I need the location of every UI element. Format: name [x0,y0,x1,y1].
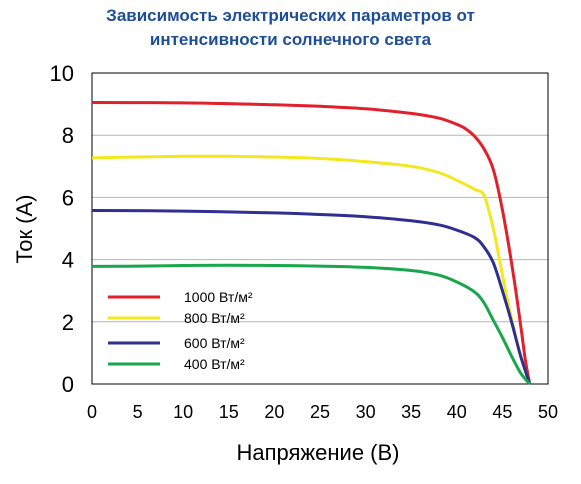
legend-label-1: 800 Вт/м² [184,310,245,326]
series-line-1 [91,154,532,385]
chart-title-line-1: Зависимость электрических параметров от [106,6,475,25]
y-tick-label: 8 [62,123,74,148]
x-tick-label: 5 [133,402,143,422]
x-tick-label: 10 [173,402,193,422]
y-tick-label: 4 [62,248,74,273]
series-line-2 [91,209,532,385]
tick-layer: 0 2 4 6 8 10 0 5 10 15 20 25 30 35 40 45 50 [50,61,559,422]
x-tick-label: 35 [401,402,421,422]
chart-title-line-2: интенсивности солнечного света [149,30,432,49]
y-axis-label: Ток (А) [12,194,37,263]
chart-title: Зависимость электрических параметров от … [0,4,581,52]
x-tick-label: 45 [492,402,512,422]
x-tick-label: 30 [356,402,376,422]
legend: 1000 Вт/м² 800 Вт/м² 600 Вт/м² 400 Вт/м² [108,289,253,372]
x-tick-label: 50 [538,402,558,422]
series-line-0 [91,101,532,385]
legend-label-2: 600 Вт/м² [184,335,245,351]
y-tick-label: 0 [62,372,74,397]
x-tick-label: 15 [219,402,239,422]
legend-label-3: 400 Вт/м² [184,356,245,372]
x-tick-label: 0 [87,402,97,422]
series-layer [91,101,532,386]
series-line-3 [91,263,531,386]
y-tick-label: 2 [62,310,74,335]
plot-frame [91,72,549,385]
x-axis-label: Напряжение (В) [236,440,399,465]
x-tick-label: 20 [264,402,284,422]
legend-label-0: 1000 Вт/м² [184,289,253,305]
y-tick-label: 10 [50,61,74,86]
x-tick-label: 25 [310,402,330,422]
grid-layer [92,134,548,323]
x-tick-label: 40 [447,402,467,422]
y-tick-label: 6 [62,185,74,210]
